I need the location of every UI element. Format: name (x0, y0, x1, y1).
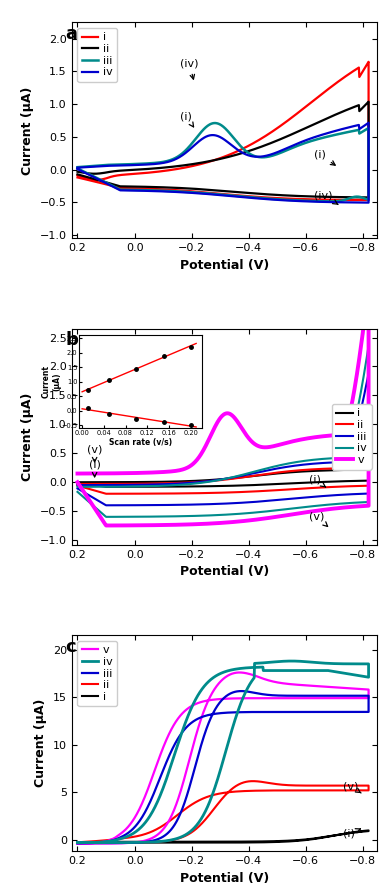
X-axis label: Potential (V): Potential (V) (180, 872, 269, 884)
X-axis label: Potential (V): Potential (V) (180, 565, 269, 578)
X-axis label: Potential (V): Potential (V) (180, 259, 269, 271)
Text: (iv): (iv) (314, 190, 338, 204)
Text: b: b (66, 331, 78, 349)
Legend: i, ii, iii, iv, v: i, ii, iii, iv, v (332, 404, 372, 470)
Text: (iv): (iv) (180, 59, 199, 79)
Text: c: c (66, 638, 76, 656)
Text: (i): (i) (89, 460, 100, 477)
Text: (v): (v) (343, 781, 361, 793)
Text: (i): (i) (343, 829, 360, 839)
Text: a: a (66, 24, 78, 42)
Legend: i, ii, iii, iv: i, ii, iii, iv (77, 28, 117, 82)
Y-axis label: Current (μA): Current (μA) (34, 699, 47, 788)
Text: (i): (i) (314, 150, 335, 165)
Legend: v, iv, iii, ii, i: v, iv, iii, ii, i (77, 641, 117, 706)
Text: (i): (i) (308, 474, 326, 487)
Text: (v): (v) (87, 444, 102, 461)
Text: (i): (i) (180, 111, 194, 127)
Y-axis label: Current (μA): Current (μA) (21, 86, 35, 175)
Text: (v): (v) (308, 512, 327, 527)
Y-axis label: Current (μA): Current (μA) (21, 392, 35, 481)
